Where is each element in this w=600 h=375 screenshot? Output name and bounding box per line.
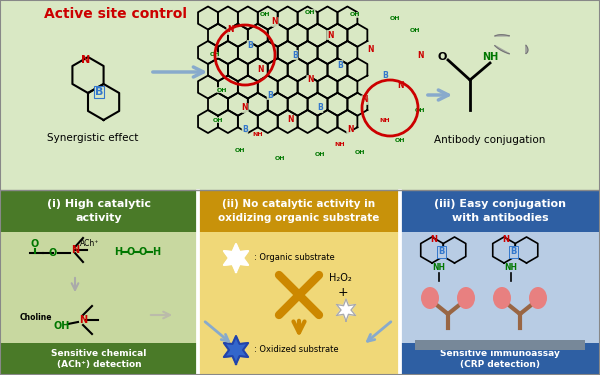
- Text: N: N: [307, 75, 313, 84]
- Text: (ii) No catalytic activity in
oxidizing organic substrate: (ii) No catalytic activity in oxidizing …: [218, 200, 380, 223]
- Text: N: N: [227, 26, 233, 34]
- Text: H: H: [152, 247, 160, 257]
- Polygon shape: [337, 299, 356, 321]
- Bar: [0, 0, 600, 190]
- Text: OH: OH: [415, 108, 425, 112]
- Text: NH: NH: [335, 142, 346, 147]
- Text: N: N: [71, 245, 79, 255]
- Bar: [0, 190, 198, 232]
- Text: N: N: [503, 234, 509, 243]
- Text: B: B: [242, 126, 248, 135]
- Text: (iii) Easy conjugation
with antibodies: (iii) Easy conjugation with antibodies: [434, 200, 566, 223]
- Text: (i) High catalytic
activity: (i) High catalytic activity: [47, 200, 151, 223]
- Text: +: +: [338, 285, 349, 298]
- Text: B: B: [337, 60, 343, 69]
- Bar: [400, 232, 600, 343]
- Text: OH: OH: [305, 9, 315, 15]
- Text: H₂O₂: H₂O₂: [329, 273, 352, 283]
- Ellipse shape: [493, 287, 511, 309]
- Text: ACh⁺: ACh⁺: [80, 238, 100, 248]
- Text: N: N: [362, 96, 368, 105]
- Text: N: N: [417, 51, 423, 60]
- Ellipse shape: [457, 287, 475, 309]
- Text: NH: NH: [253, 132, 263, 138]
- Text: N: N: [82, 55, 91, 65]
- Text: N: N: [397, 81, 403, 90]
- Text: B: B: [510, 248, 516, 256]
- Text: N: N: [257, 66, 263, 75]
- Text: OH: OH: [390, 15, 400, 21]
- Text: OH: OH: [235, 147, 245, 153]
- Text: B: B: [292, 51, 298, 60]
- Text: B: B: [382, 70, 388, 80]
- Bar: [0, 232, 198, 343]
- Text: NH: NH: [504, 264, 517, 273]
- Text: N: N: [242, 104, 248, 112]
- Text: N: N: [367, 45, 373, 54]
- Text: B: B: [95, 87, 103, 97]
- Text: N: N: [79, 315, 87, 325]
- Bar: [400, 343, 600, 375]
- Text: N: N: [347, 126, 353, 135]
- Text: : Oxidized substrate: : Oxidized substrate: [254, 345, 338, 354]
- Text: NH: NH: [380, 117, 391, 123]
- Text: B: B: [267, 90, 273, 99]
- Text: B: B: [438, 248, 444, 256]
- Text: NH: NH: [482, 52, 498, 62]
- Text: OH: OH: [355, 150, 365, 154]
- Text: Synergistic effect: Synergistic effect: [47, 133, 139, 143]
- Polygon shape: [224, 244, 248, 272]
- Bar: [0, 343, 198, 375]
- Bar: [198, 190, 400, 232]
- Text: OH: OH: [217, 87, 227, 93]
- Text: OH: OH: [410, 27, 420, 33]
- Text: Active site control: Active site control: [44, 7, 187, 21]
- Text: H: H: [114, 247, 122, 257]
- Text: OH: OH: [54, 321, 70, 331]
- Text: O: O: [139, 247, 147, 257]
- Text: B: B: [317, 104, 323, 112]
- Text: OH: OH: [350, 12, 360, 18]
- Bar: [400, 190, 600, 232]
- Text: : Organic substrate: : Organic substrate: [254, 254, 335, 262]
- Text: O: O: [127, 247, 135, 257]
- Text: OH: OH: [260, 12, 270, 18]
- Text: OH: OH: [315, 153, 325, 158]
- Text: Choline: Choline: [20, 314, 53, 322]
- Text: Sensitive immunoassay
(CRP detection): Sensitive immunoassay (CRP detection): [440, 349, 560, 369]
- Text: N: N: [287, 116, 293, 124]
- Bar: [415, 340, 585, 350]
- Text: N: N: [272, 18, 278, 27]
- Text: O: O: [31, 239, 39, 249]
- Text: Sensitive chemical
(ACh⁺) detection: Sensitive chemical (ACh⁺) detection: [52, 349, 146, 369]
- Text: NH: NH: [432, 264, 445, 273]
- Text: OH: OH: [275, 156, 285, 160]
- Polygon shape: [494, 45, 509, 54]
- Text: OH: OH: [210, 53, 220, 57]
- Polygon shape: [494, 35, 509, 36]
- Text: Antibody conjugation: Antibody conjugation: [434, 135, 545, 145]
- Ellipse shape: [529, 287, 547, 309]
- Polygon shape: [224, 336, 248, 364]
- Text: O: O: [49, 248, 57, 258]
- Text: N: N: [327, 30, 333, 39]
- Text: OH: OH: [213, 117, 223, 123]
- Ellipse shape: [421, 287, 439, 309]
- Text: B: B: [247, 40, 253, 50]
- Polygon shape: [526, 45, 528, 54]
- Text: O: O: [437, 52, 446, 62]
- Text: OH: OH: [395, 138, 405, 142]
- Text: N: N: [431, 234, 437, 243]
- Bar: [198, 232, 400, 375]
